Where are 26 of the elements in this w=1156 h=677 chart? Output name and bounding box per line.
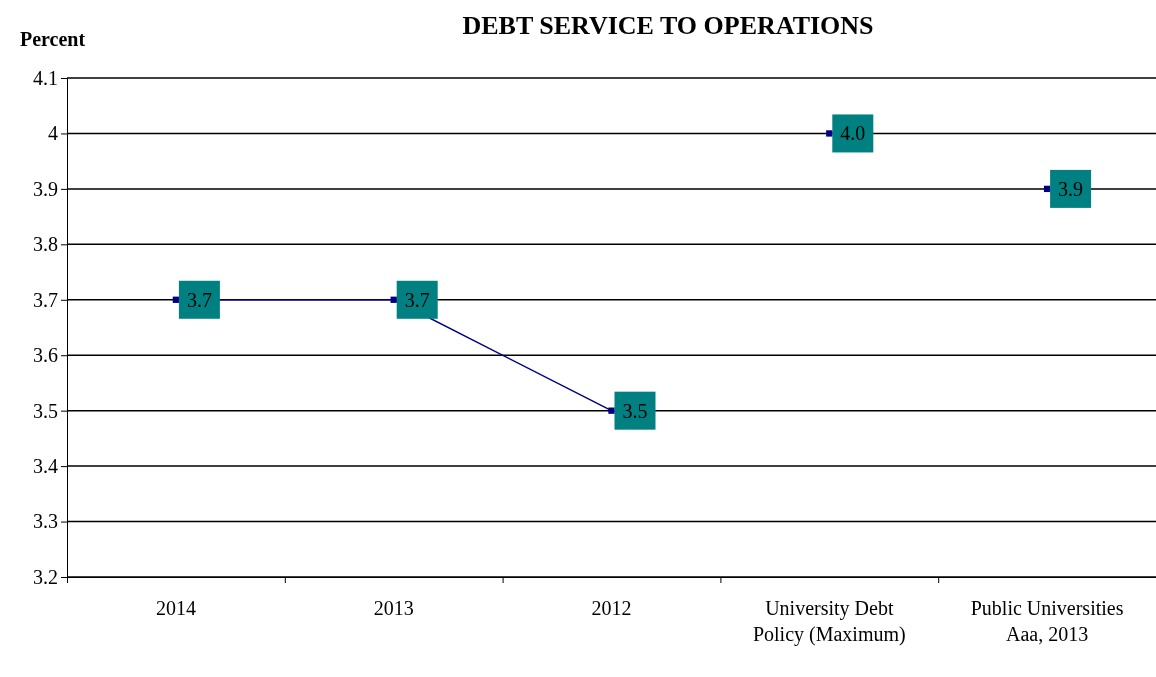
point (608, 407, 615, 414)
x-tick-label: 2012 (591, 597, 632, 619)
data-label: 3.5 (622, 399, 648, 422)
y-tick-label: 3.8 (33, 233, 58, 256)
x-tick-label: University Debt Policy (Maximum) (752, 597, 906, 646)
y-tick-label: 3.4 (33, 455, 58, 478)
y-tick-label: 3.6 (33, 344, 58, 367)
y-tick-label: 3.7 (33, 288, 58, 311)
x-tick-label: Public Universities Aaa, 2013 (970, 597, 1124, 645)
y-tick-label: 4.1 (33, 66, 58, 89)
y-tick-label: 3.5 (33, 399, 58, 422)
data-label: 4.0 (840, 122, 866, 145)
y-tick-label: 4 (48, 122, 58, 145)
data-label: 3.7 (186, 288, 212, 311)
data-label: 3.7 (404, 288, 430, 311)
point (1043, 185, 1051, 193)
y-tick-label: 3.9 (33, 177, 58, 200)
y-axis-title: Percent (20, 28, 86, 50)
x-tick-label: 2013 (373, 597, 414, 619)
x-tick-label: 2014 (155, 597, 196, 619)
y-tick-label: 3.3 (33, 510, 58, 533)
y-tick-label: 3.2 (33, 565, 58, 588)
point (172, 296, 180, 303)
chart-title: DEBT SERVICE TO OPERATIONS (462, 11, 874, 40)
point (390, 296, 397, 303)
data-label: 3.9 (1058, 177, 1084, 200)
